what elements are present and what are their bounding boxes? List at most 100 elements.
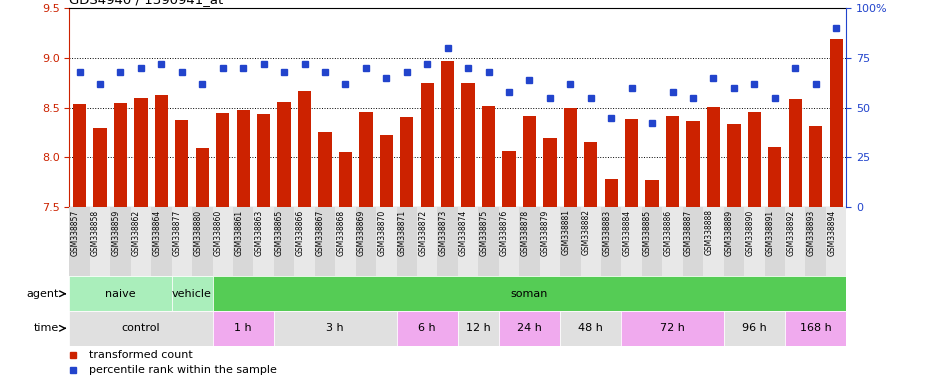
Text: GSM338890: GSM338890 xyxy=(746,209,755,256)
Bar xyxy=(335,207,355,276)
Text: 96 h: 96 h xyxy=(742,323,767,333)
Text: GSM338891: GSM338891 xyxy=(766,209,775,256)
Bar xyxy=(502,151,515,207)
Bar xyxy=(646,180,659,207)
Text: GSM338880: GSM338880 xyxy=(193,209,203,256)
Bar xyxy=(172,276,213,311)
Bar xyxy=(90,207,110,276)
Text: GSM338885: GSM338885 xyxy=(643,209,652,256)
Bar xyxy=(69,276,172,311)
Bar xyxy=(438,207,458,276)
Text: GSM338874: GSM338874 xyxy=(459,209,468,256)
Text: GSM338868: GSM338868 xyxy=(337,209,345,256)
Bar xyxy=(765,207,785,276)
Bar xyxy=(274,207,294,276)
Bar xyxy=(826,207,846,276)
Text: GSM338862: GSM338862 xyxy=(132,209,141,256)
Bar xyxy=(417,207,438,276)
Bar xyxy=(707,106,720,207)
Bar xyxy=(359,111,373,207)
Bar xyxy=(253,207,274,276)
Bar xyxy=(73,104,86,207)
Bar xyxy=(195,149,209,207)
Bar xyxy=(539,207,561,276)
Bar xyxy=(519,207,539,276)
Bar xyxy=(318,132,331,207)
Bar xyxy=(523,116,536,207)
Bar xyxy=(462,83,475,207)
Text: GSM338884: GSM338884 xyxy=(623,209,632,256)
Bar xyxy=(175,119,189,207)
Text: GSM338858: GSM338858 xyxy=(91,209,100,256)
Bar xyxy=(666,116,679,207)
Bar xyxy=(830,39,843,207)
Text: GSM338893: GSM338893 xyxy=(807,209,816,256)
Bar xyxy=(581,207,601,276)
Bar xyxy=(662,207,683,276)
Bar xyxy=(789,99,802,207)
Text: GSM338889: GSM338889 xyxy=(725,209,734,256)
Text: percentile rank within the sample: percentile rank within the sample xyxy=(89,366,277,376)
Bar xyxy=(744,207,765,276)
Bar xyxy=(768,147,782,207)
Bar xyxy=(478,207,499,276)
Bar xyxy=(151,207,172,276)
Bar xyxy=(278,101,290,207)
Bar xyxy=(458,311,499,346)
Text: naive: naive xyxy=(105,289,136,299)
Text: agent: agent xyxy=(27,289,59,299)
Bar xyxy=(458,207,478,276)
Text: GSM338877: GSM338877 xyxy=(173,209,182,256)
Bar xyxy=(723,311,785,346)
Bar xyxy=(622,311,723,346)
Text: GSM338870: GSM338870 xyxy=(377,209,387,256)
Bar xyxy=(785,207,806,276)
Text: GSM338882: GSM338882 xyxy=(582,209,591,255)
Bar xyxy=(686,121,699,207)
Bar xyxy=(543,139,557,207)
Text: GSM338871: GSM338871 xyxy=(398,209,407,256)
Text: transformed count: transformed count xyxy=(89,350,192,360)
Bar xyxy=(172,207,192,276)
Bar xyxy=(69,207,90,276)
Text: GSM338873: GSM338873 xyxy=(438,209,448,256)
Bar xyxy=(233,207,253,276)
Text: GSM338865: GSM338865 xyxy=(275,209,284,256)
Text: GSM338861: GSM338861 xyxy=(234,209,243,256)
Bar xyxy=(274,311,397,346)
Bar xyxy=(216,113,229,207)
Bar xyxy=(785,311,846,346)
Text: GSM338878: GSM338878 xyxy=(521,209,529,256)
Bar xyxy=(499,311,561,346)
Bar xyxy=(625,119,638,207)
Text: 48 h: 48 h xyxy=(578,323,603,333)
Text: 1 h: 1 h xyxy=(234,323,252,333)
Bar xyxy=(154,94,168,207)
Text: 168 h: 168 h xyxy=(800,323,832,333)
Bar xyxy=(642,207,662,276)
Text: vehicle: vehicle xyxy=(172,289,212,299)
Bar xyxy=(355,207,376,276)
Bar xyxy=(213,311,274,346)
Bar xyxy=(482,106,495,207)
Bar xyxy=(703,207,723,276)
Bar xyxy=(110,207,130,276)
Text: 72 h: 72 h xyxy=(660,323,685,333)
Text: 6 h: 6 h xyxy=(418,323,436,333)
Bar xyxy=(622,207,642,276)
Bar xyxy=(809,126,822,207)
Bar xyxy=(421,83,434,207)
Text: GSM338887: GSM338887 xyxy=(684,209,693,256)
Bar xyxy=(747,111,761,207)
Text: GSM338876: GSM338876 xyxy=(500,209,509,256)
Bar xyxy=(563,108,577,207)
Bar xyxy=(585,142,598,207)
Text: GSM338869: GSM338869 xyxy=(357,209,366,256)
Bar xyxy=(605,179,618,207)
Text: GDS4940 / 1390941_at: GDS4940 / 1390941_at xyxy=(69,0,224,7)
Bar xyxy=(723,207,744,276)
Text: GSM338872: GSM338872 xyxy=(418,209,427,256)
Text: GSM338857: GSM338857 xyxy=(70,209,80,256)
Text: GSM338883: GSM338883 xyxy=(602,209,611,256)
Bar xyxy=(806,207,826,276)
